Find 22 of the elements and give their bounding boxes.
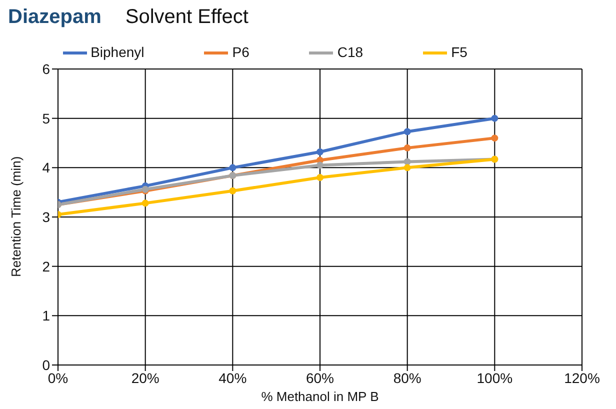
x-tick-label: 120% [564,370,600,386]
y-tick-label: 4 [42,160,50,176]
x-tick-label: 40% [218,370,247,386]
legend-label: Biphenyl [90,44,144,60]
x-tick-label: 80% [393,370,422,386]
y-tick-label: 3 [42,208,50,225]
y-axis-title: Retention Time (min) [8,156,24,277]
y-tick-label: 6 [42,60,50,77]
y-tick-label: 0 [42,356,50,373]
legend-label: F5 [451,44,468,60]
y-tick-label: 1 [42,308,50,324]
y-tick-label: 5 [42,110,50,126]
x-tick-label: 0% [48,370,68,386]
y-tick-label: 2 [42,258,50,274]
x-tick-label: 20% [131,370,160,386]
chart-subtitle: Solvent Effect [125,6,248,29]
chart-title: Diazepam [8,6,102,29]
x-tick-label: 100% [476,370,513,386]
x-axis-title: % Methanol in MP B [261,389,379,404]
x-tick-label: 60% [306,370,334,386]
legend-label: C18 [337,44,364,60]
legend-label: P6 [232,44,250,60]
